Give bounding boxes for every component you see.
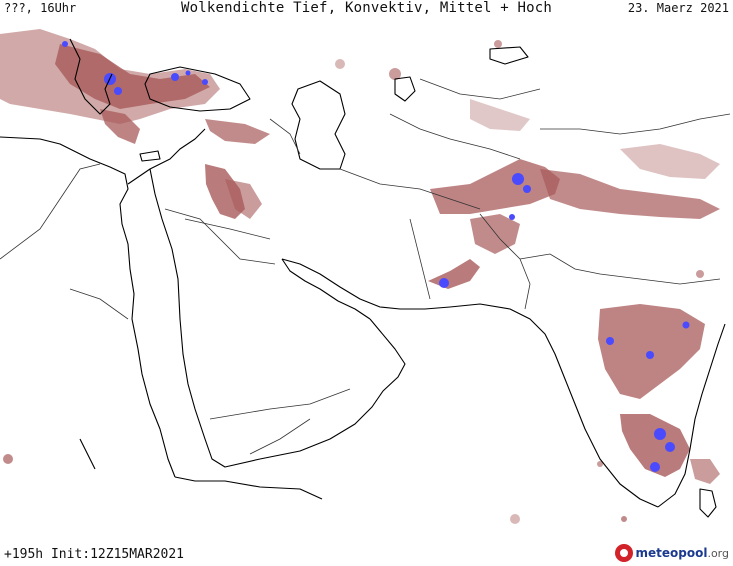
border: [69, 288, 129, 320]
convective-core: [439, 278, 449, 288]
cloud-field-tibet: [620, 144, 720, 179]
convective-core: [509, 214, 515, 220]
coast-black-sea: [144, 66, 251, 112]
convective-core: [512, 173, 524, 185]
convective-core: [606, 337, 614, 345]
border: [269, 118, 301, 155]
coast-red-sea-east: [149, 168, 261, 468]
init-time-label: +195h Init:12Z15MAR2021: [4, 547, 185, 562]
cloud-field-ceylon: [690, 459, 720, 484]
cloud-patch: [597, 461, 603, 467]
cloud-field-central-asia: [430, 159, 560, 214]
coast-africa-east: [79, 438, 96, 470]
border: [209, 388, 351, 420]
cloud-patch: [510, 514, 520, 524]
coast-north-africa: [0, 136, 176, 478]
coast-balkhash: [489, 46, 529, 65]
border: [339, 168, 481, 210]
cloud-field-south-india: [620, 414, 690, 477]
convective-core: [665, 442, 675, 452]
border: [164, 208, 276, 265]
coast-india-west: [449, 303, 659, 508]
cloud-patch: [696, 270, 704, 278]
coast-persian-gulf-west: [281, 258, 371, 320]
convective-core: [646, 351, 654, 359]
convective-core: [523, 185, 531, 193]
convective-core: [171, 73, 179, 81]
cloud-patch: [335, 59, 345, 69]
cloud-field-europe-dense: [55, 44, 210, 109]
convective-core: [185, 70, 191, 76]
cloud-field-caucasus: [205, 119, 270, 144]
meteopool-logo-icon: [614, 544, 633, 562]
convective-core: [202, 79, 208, 85]
cloud-patch: [494, 40, 502, 48]
convective-core: [114, 87, 122, 95]
convective-core: [682, 321, 690, 329]
cloud-field-pakistan: [470, 214, 520, 254]
coast-cyprus: [139, 150, 161, 162]
cloud-cover-layer: [0, 29, 720, 524]
map-title: Wolkendichte Tief, Konvektiv, Mittel + H…: [181, 0, 553, 16]
coast-levant: [127, 128, 206, 185]
coast-persian-gulf-east: [281, 258, 451, 310]
convective-core: [654, 428, 666, 440]
border: [519, 253, 721, 285]
cloud-field-himalaya: [540, 169, 720, 219]
logo-brand: meteopool: [635, 546, 708, 560]
border: [0, 163, 101, 260]
border: [540, 113, 731, 135]
cloud-field-greece: [100, 109, 140, 144]
border: [184, 218, 271, 240]
cloud-patch: [3, 454, 13, 464]
cloud-patch: [389, 68, 401, 80]
coast-horn-africa: [174, 476, 323, 500]
convective-core: [650, 462, 660, 472]
border: [389, 113, 521, 160]
country-borders: [0, 78, 731, 455]
cloud-field-iraq: [225, 179, 262, 219]
border: [419, 78, 541, 100]
coast-india-east: [657, 323, 726, 508]
cloud-patch: [621, 516, 627, 522]
convective-core: [62, 41, 68, 47]
coast-arabia-south: [259, 318, 406, 460]
logo-tld: .org: [707, 547, 729, 560]
coast-greece: [69, 38, 113, 115]
border: [409, 218, 431, 300]
cloud-density-map: [0, 19, 733, 542]
coastlines: [0, 38, 726, 518]
border: [249, 418, 311, 455]
cloud-field-siberia: [470, 99, 530, 131]
coast-aral: [394, 76, 416, 102]
coast-sri-lanka: [699, 488, 717, 518]
forecast-date: 23. Maerz 2021: [627, 1, 729, 15]
forecast-time-label: ???, 16Uhr: [4, 1, 77, 15]
meteopool-logo[interactable]: meteopool.org: [614, 542, 729, 564]
